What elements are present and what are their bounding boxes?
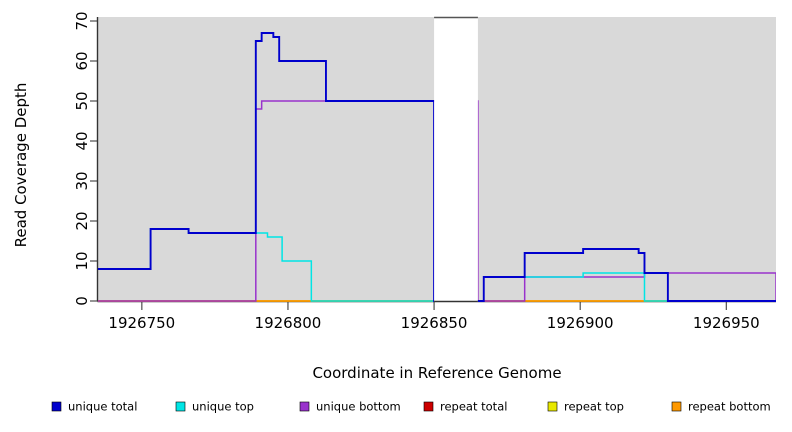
- x-axis-ticks: 1926750 1926800 1926850 1926900 1926950: [108, 301, 760, 332]
- y-tick-label: 70: [73, 11, 91, 30]
- x-axis-title: Coordinate in Reference Genome: [312, 364, 561, 382]
- y-tick-label: 40: [73, 131, 91, 150]
- legend-swatch-repeat-top: [547, 401, 558, 412]
- x-tick-label: 1926800: [255, 314, 322, 332]
- x-tick-label: 1926900: [547, 314, 614, 332]
- legend-swatch-unique-total: [51, 401, 62, 412]
- legend-swatch-repeat-total: [423, 401, 434, 412]
- y-tick-label: 30: [73, 171, 91, 190]
- y-axis-title: Read Coverage Depth: [12, 83, 30, 248]
- plot-panel-left: [98, 17, 435, 301]
- legend-label-repeat-top: repeat top: [564, 400, 624, 414]
- legend-label-unique-top: unique top: [192, 400, 254, 414]
- x-tick-label: 1926950: [693, 314, 760, 332]
- y-tick-label: 50: [73, 91, 91, 110]
- y-tick-label: 0: [73, 296, 91, 306]
- legend-label-repeat-total: repeat total: [440, 400, 507, 414]
- legend-swatch-unique-bottom: [299, 401, 310, 412]
- legend-label-unique-total: unique total: [68, 400, 137, 414]
- y-tick-label: 60: [73, 51, 91, 70]
- x-tick-label: 1926750: [108, 314, 175, 332]
- y-tick-label: 10: [73, 251, 91, 270]
- legend-label-unique-bottom: unique bottom: [316, 400, 401, 414]
- plot-panel-right: [477, 17, 776, 301]
- plot-background: [98, 16, 776, 301]
- y-tick-label: 20: [73, 211, 91, 230]
- y-axis-ticks: 0 10 20 30 40 50 60 70: [73, 11, 98, 306]
- legend-swatch-unique-top: [175, 401, 186, 412]
- legend-label-repeat-bottom: repeat bottom: [688, 400, 771, 414]
- chart-legend: unique total unique top unique bottom repea…: [51, 400, 771, 414]
- legend-swatch-repeat-bottom: [671, 401, 682, 412]
- x-tick-label: 1926850: [401, 314, 468, 332]
